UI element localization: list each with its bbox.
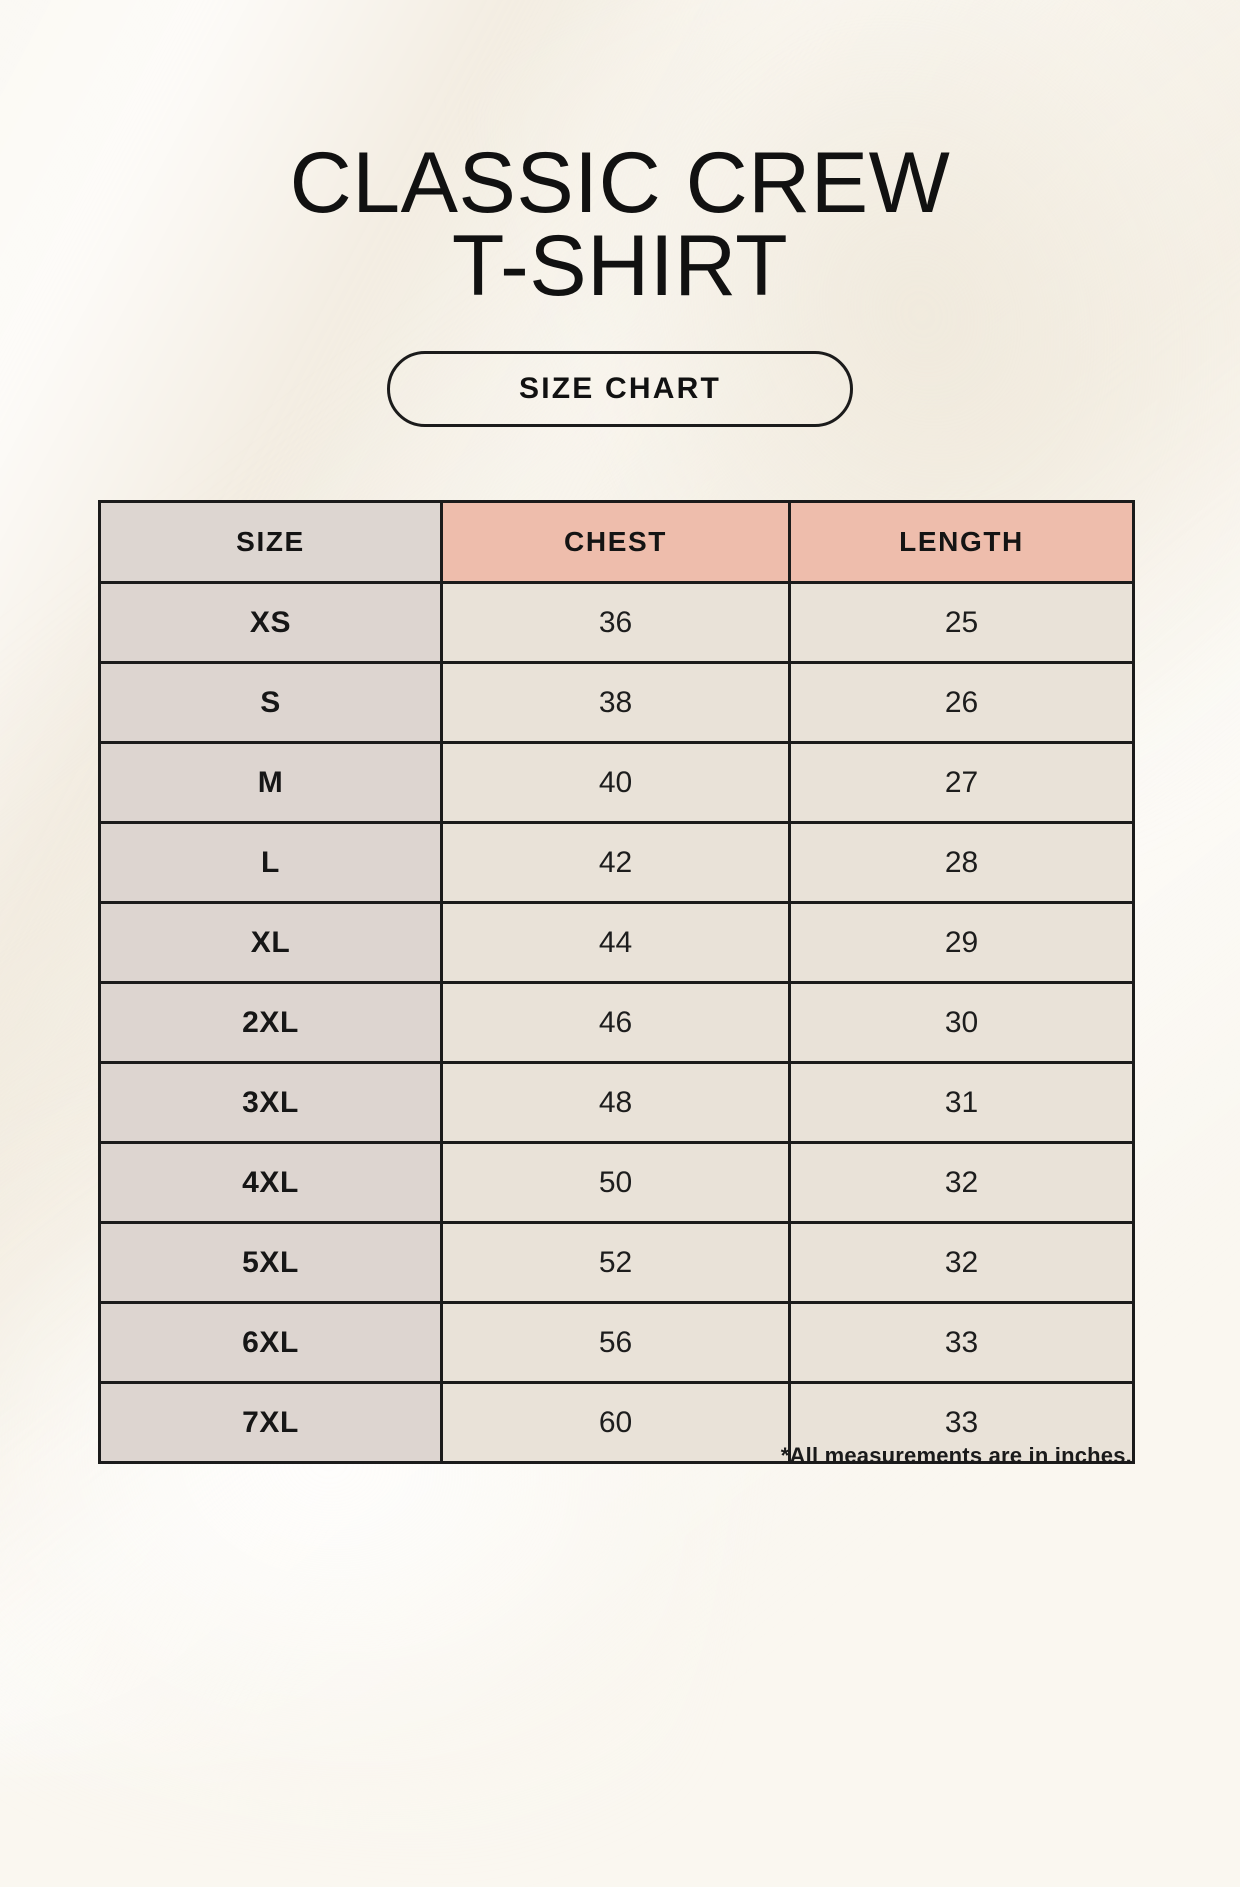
cell-size: 6XL [98, 1301, 443, 1384]
cell-size: 2XL [98, 981, 443, 1064]
table-row: XS 36 25 [98, 581, 1135, 664]
cell-chest: 38 [440, 661, 791, 744]
cell-chest: 44 [440, 901, 791, 984]
cell-size: XL [98, 901, 443, 984]
size-table: SIZE CHEST LENGTH XS 36 25 S 38 26 M 40 27 L 42 28 X… [98, 500, 1135, 1464]
table-row: S 38 26 [98, 661, 1135, 744]
cell-size: 4XL [98, 1141, 443, 1224]
measurements-footnote: *All measurements are in inches. [780, 1443, 1132, 1468]
cell-chest: 52 [440, 1221, 791, 1304]
cell-length: 32 [788, 1141, 1135, 1224]
cell-chest: 48 [440, 1061, 791, 1144]
cell-size: M [98, 741, 443, 824]
cell-size: 3XL [98, 1061, 443, 1144]
size-table-container: SIZE CHEST LENGTH XS 36 25 S 38 26 M 40 27 L 42 28 X… [98, 500, 1135, 1464]
size-chart-page: CLASSIC CREW T-SHIRT SIZE CHART SIZE CHE… [0, 134, 1240, 1468]
table-row: M 40 27 [98, 741, 1135, 824]
table-row: L 42 28 [98, 821, 1135, 904]
cell-length: 32 [788, 1221, 1135, 1304]
cell-chest: 40 [440, 741, 791, 824]
table-header: SIZE CHEST LENGTH [98, 500, 1135, 584]
column-header-size: SIZE [98, 500, 443, 584]
cell-chest: 36 [440, 581, 791, 664]
table-row: 3XL 48 31 [98, 1061, 1135, 1144]
page-title: CLASSIC CREW T-SHIRT [289, 134, 951, 315]
cell-length: 25 [788, 581, 1135, 664]
cell-chest: 50 [440, 1141, 791, 1224]
cell-length: 26 [788, 661, 1135, 744]
column-header-chest: CHEST [440, 500, 791, 584]
table-row: 2XL 46 30 [98, 981, 1135, 1064]
cell-chest: 56 [440, 1301, 791, 1384]
table-row: XL 44 29 [98, 901, 1135, 984]
table-header-row: SIZE CHEST LENGTH [98, 500, 1135, 584]
cell-length: 31 [788, 1061, 1135, 1144]
cell-size: XS [98, 581, 443, 664]
cell-size: 7XL [98, 1381, 443, 1464]
cell-length: 27 [788, 741, 1135, 824]
size-chart-badge: SIZE CHART [387, 351, 853, 427]
cell-size: S [98, 661, 443, 744]
cell-chest: 46 [440, 981, 791, 1064]
cell-length: 30 [788, 981, 1135, 1064]
cell-length: 29 [788, 901, 1135, 984]
badge-container: SIZE CHART [0, 351, 1240, 427]
cell-chest: 42 [440, 821, 791, 904]
table-row: 5XL 52 32 [98, 1221, 1135, 1304]
cell-size: L [98, 821, 443, 904]
column-header-length: LENGTH [788, 500, 1135, 584]
cell-length: 33 [788, 1301, 1135, 1384]
cell-chest: 60 [440, 1381, 791, 1464]
table-row: 6XL 56 33 [98, 1301, 1135, 1384]
cell-size: 5XL [98, 1221, 443, 1304]
table-row: 4XL 50 32 [98, 1141, 1135, 1224]
cell-length: 28 [788, 821, 1135, 904]
table-body: XS 36 25 S 38 26 M 40 27 L 42 28 XL 44 29 2XL 46 30 3XL 48 3… [98, 581, 1135, 1464]
